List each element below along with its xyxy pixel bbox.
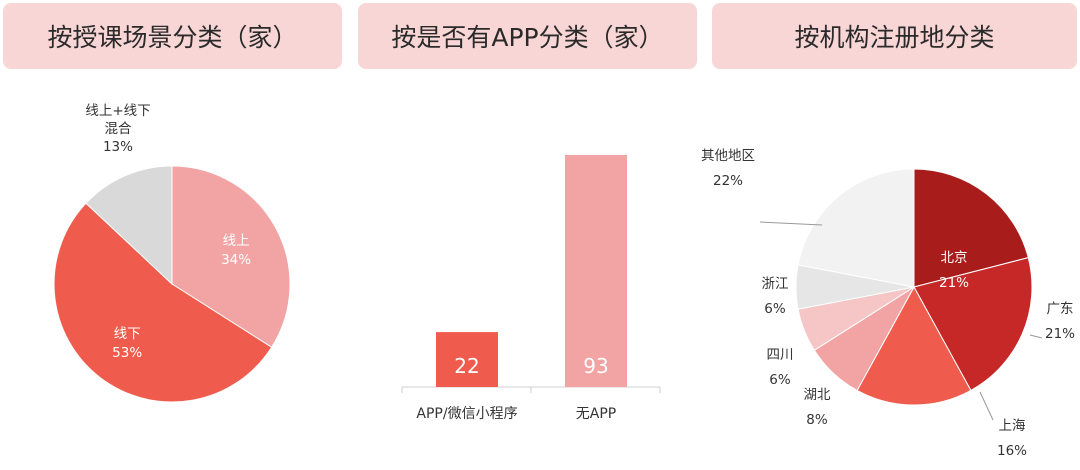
region-pie-leader-2 [759, 221, 823, 226]
region-pie-pct-1: 21% [1045, 326, 1075, 342]
app-bar-value-0: 22 [454, 354, 479, 378]
scene-pie-slice-0 [171, 165, 291, 348]
region-pie-pct-0: 21% [939, 275, 969, 291]
region-pie-slice-6 [797, 168, 915, 288]
region-pie-label-2: 上海 [999, 418, 1026, 434]
app-bar-category-0: APP/微信小程序 [416, 406, 517, 422]
region-pie-pct-2: 16% [997, 443, 1027, 459]
region-pie-pct-4: 6% [769, 372, 791, 388]
scene-pie-pct-1: 53% [112, 345, 142, 361]
header-scene: 按授课场景分类（家） [3, 3, 342, 69]
header-app: 按是否有APP分类（家） [358, 3, 697, 69]
region-pie-label-3: 湖北 [804, 387, 832, 403]
region-pie-slice-2 [856, 285, 972, 406]
region-pie-label-6: 其他地区 [701, 148, 755, 164]
region-pie-label-5: 浙江 [762, 276, 789, 292]
region-pie-label-4: 四川 [767, 347, 794, 363]
region-pie-pct-6: 22% [713, 173, 743, 189]
region-pie-label-1: 广东 [1047, 301, 1074, 317]
scene-pie-label-1: 线下 [114, 326, 141, 342]
region-pie-leader-0 [1029, 334, 1043, 339]
region-pie-slice-0 [913, 168, 1029, 288]
region-pie-slice-1 [913, 257, 1033, 392]
app-bar-category-1: 无APP [576, 406, 616, 422]
header-region: 按机构注册地分类 [712, 3, 1077, 69]
scene-pie-label-2b: 混合 [104, 121, 131, 137]
region-pie-pct-5: 6% [764, 301, 786, 317]
region-pie-leader-1 [979, 391, 994, 421]
region-pie-label-0: 北京 [941, 250, 968, 266]
app-bar-1 [565, 155, 627, 387]
scene-pie-pct-0: 34% [221, 252, 251, 268]
scene-pie-slice-1 [53, 202, 273, 403]
scene-pie-slice-2 [85, 165, 173, 286]
scene-pie-pct-2: 13% [103, 139, 133, 155]
app-bar-value-1: 93 [583, 354, 608, 378]
region-pie-pct-3: 8% [806, 412, 828, 428]
scene-pie-label-0: 线上 [223, 233, 250, 249]
scene-pie-label-2a: 线上+线下 [85, 103, 150, 119]
app-bar-0 [436, 332, 498, 387]
